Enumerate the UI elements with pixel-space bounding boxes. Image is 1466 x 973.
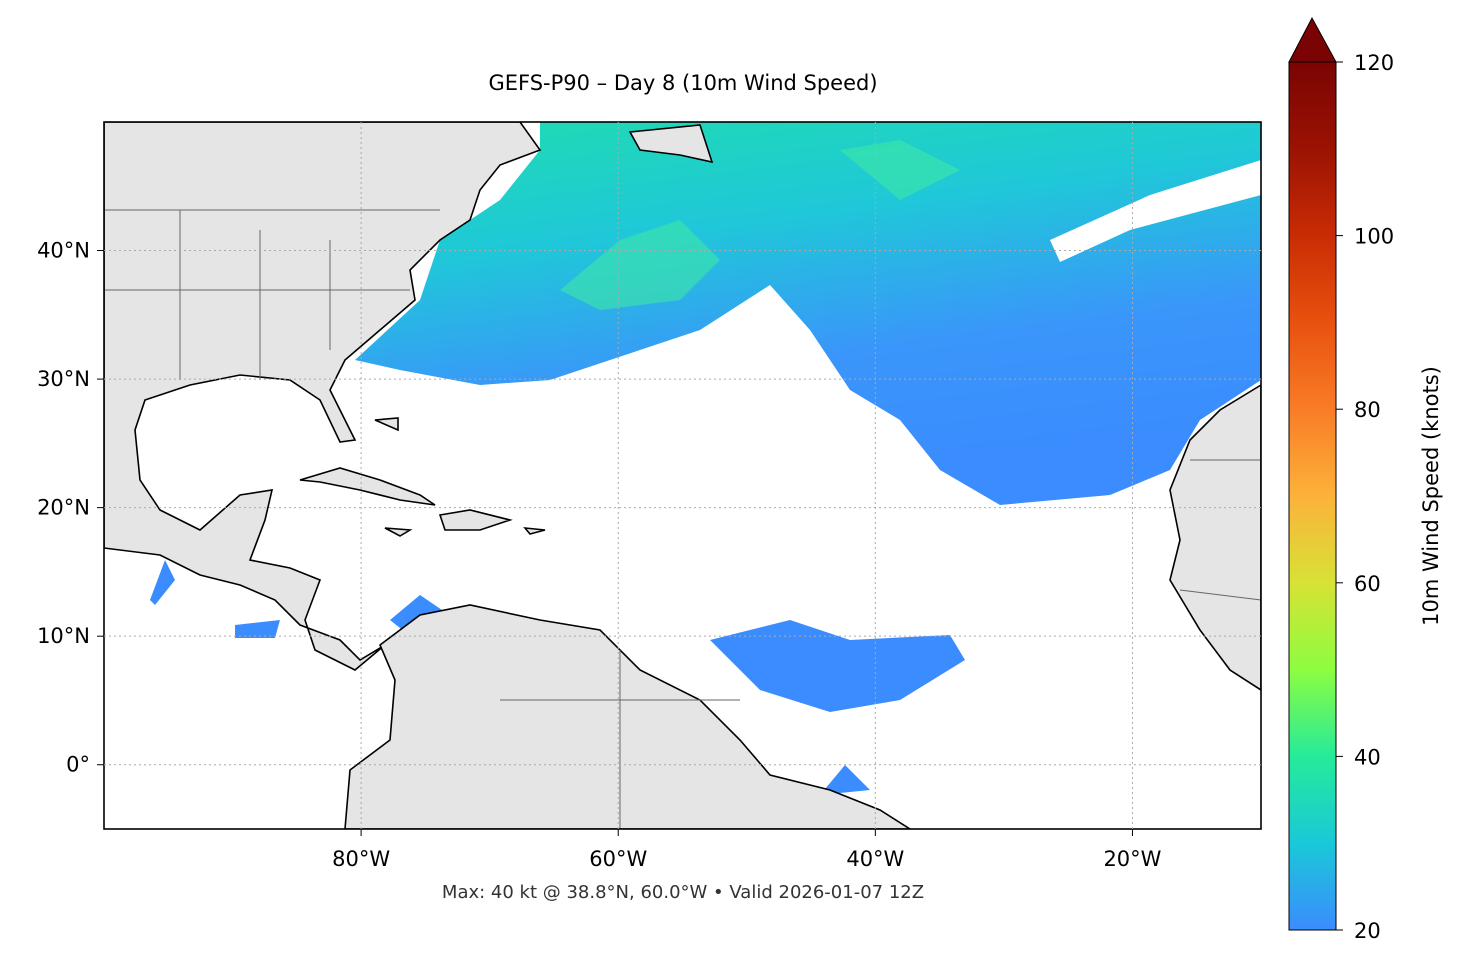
south-america: [344, 604, 912, 829]
x-tick-label: 40°W: [846, 847, 904, 871]
wind-field: [355, 122, 1261, 505]
y-tick-label: 30°N: [37, 367, 90, 391]
borders: [104, 209, 1261, 829]
colorbar-tick-label: 20: [1354, 919, 1381, 943]
footnote: Max: 40 kt @ 38.8°N, 60.0°W • Valid 2026…: [442, 882, 924, 903]
colorbar-tick-label: 80: [1354, 398, 1381, 422]
title: GEFS-P90 – Day 8 (10m Wind Speed): [488, 71, 877, 95]
x-tick-label: 60°W: [589, 847, 647, 871]
x-tick-label: 80°W: [332, 847, 390, 871]
y-tick-label: 10°N: [37, 624, 90, 648]
africa: [1169, 384, 1261, 691]
colorbar-label: 10m Wind Speed (knots): [1419, 366, 1443, 626]
y-tick-label: 0°: [66, 753, 90, 777]
caribbean-islands: [299, 124, 714, 537]
colorbar-tick-label: 120: [1354, 51, 1394, 75]
colorbar-tick-label: 100: [1354, 225, 1394, 249]
map-area: [104, 122, 1261, 829]
calm-area: [1050, 160, 1261, 262]
wind-field: [560, 140, 960, 310]
y-tick-label: 20°N: [37, 496, 90, 520]
plot-frame: [103, 121, 1262, 830]
colorbar-extend: [1288, 16, 1337, 63]
colorbar-tick-label: 40: [1354, 745, 1381, 769]
x-tick-label: 20°W: [1103, 847, 1161, 871]
north-america: [104, 122, 542, 671]
colorbar-tick-label: 60: [1354, 572, 1381, 596]
y-tick-label: 40°N: [37, 239, 90, 263]
colorbar: [1288, 61, 1337, 931]
wind-field: [150, 560, 965, 795]
